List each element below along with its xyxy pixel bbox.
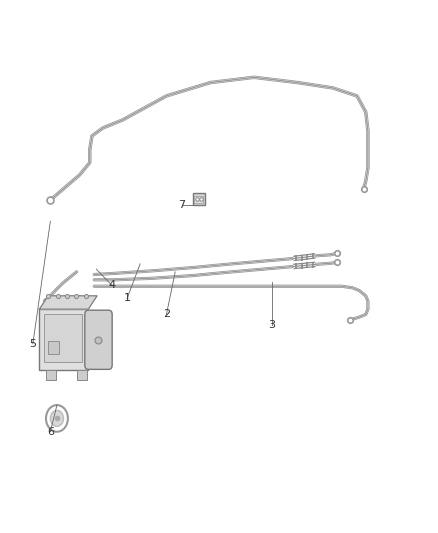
FancyBboxPatch shape — [194, 196, 203, 203]
Text: 1: 1 — [124, 294, 131, 303]
Text: 6: 6 — [47, 427, 54, 437]
Text: 7: 7 — [178, 200, 185, 210]
FancyBboxPatch shape — [193, 193, 205, 205]
Circle shape — [50, 410, 64, 426]
FancyBboxPatch shape — [44, 314, 82, 362]
Text: 3: 3 — [268, 320, 275, 330]
FancyBboxPatch shape — [48, 341, 59, 354]
FancyBboxPatch shape — [85, 310, 112, 369]
Polygon shape — [39, 296, 97, 309]
Text: 2: 2 — [163, 310, 170, 319]
Text: 5: 5 — [29, 339, 36, 349]
FancyBboxPatch shape — [39, 309, 88, 370]
FancyBboxPatch shape — [46, 370, 56, 380]
Text: 4: 4 — [108, 280, 115, 290]
FancyBboxPatch shape — [78, 370, 87, 380]
